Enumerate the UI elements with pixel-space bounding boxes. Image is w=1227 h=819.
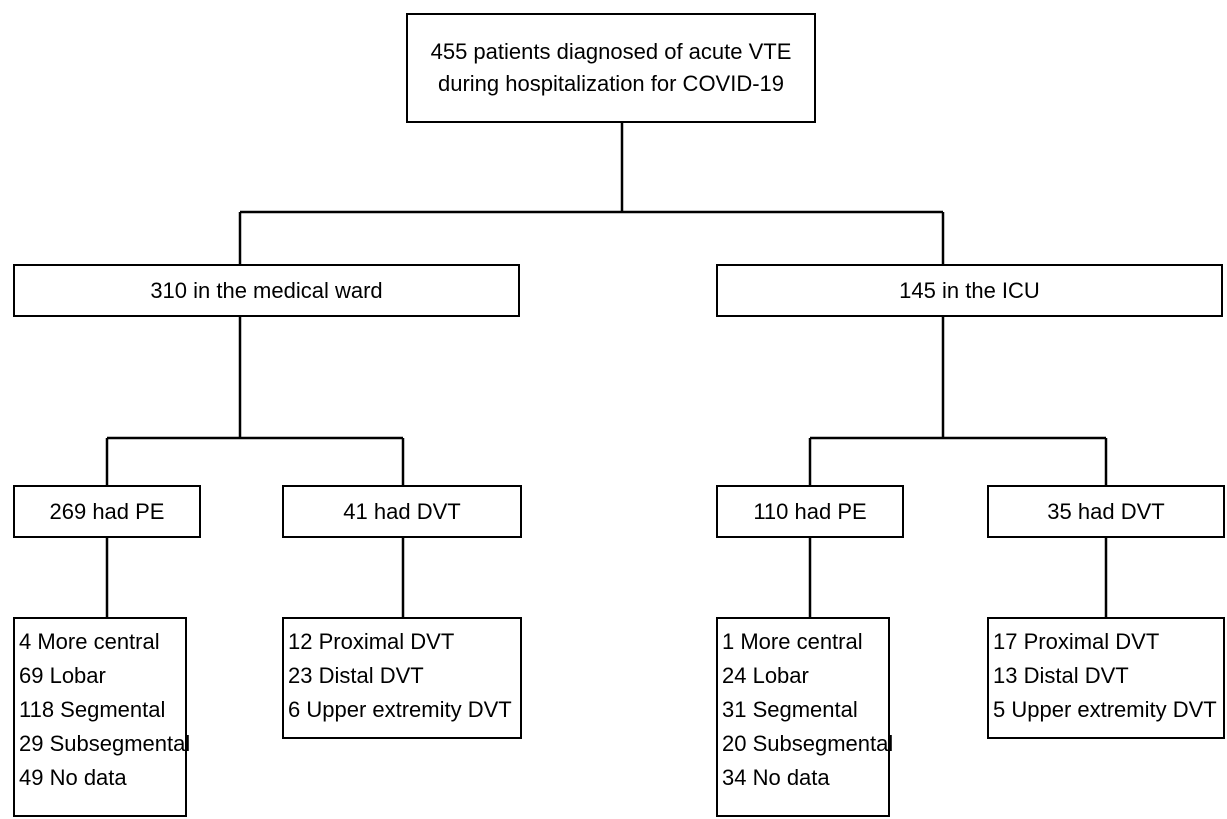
list-item: 20 Subsegmental [722, 731, 894, 756]
root-node-box: 455 patients diagnosed of acute VTE duri… [406, 13, 816, 123]
ward-pe-breakdown-box: 4 More central 69 Lobar 118 Segmental 29… [13, 617, 191, 817]
list-item: 49 No data [19, 765, 127, 790]
root-line-1: 455 patients diagnosed of acute VTE [430, 39, 792, 64]
ward-dvt-breakdown-box: 12 Proximal DVT 23 Distal DVT 6 Upper ex… [282, 617, 522, 739]
icu-node-box: 145 in the ICU [716, 264, 1223, 317]
icu-pe-label: 110 had PE [753, 498, 867, 524]
list-item: 5 Upper extremity DVT [993, 697, 1217, 722]
icu-pe-node-box: 110 had PE [716, 485, 904, 538]
list-item: 118 Segmental [19, 697, 166, 722]
list-item: 12 Proximal DVT [288, 629, 455, 654]
icu-pe-breakdown-box: 1 More central 24 Lobar 31 Segmental 20 … [716, 617, 894, 817]
list-item: 69 Lobar [19, 663, 106, 688]
ward-node-box: 310 in the medical ward [13, 264, 520, 317]
list-item: 31 Segmental [722, 697, 858, 722]
list-item: 29 Subsegmental [19, 731, 191, 756]
ward-pe-label: 269 had PE [49, 498, 165, 524]
list-item: 34 No data [722, 765, 830, 790]
icu-dvt-label: 35 had DVT [1047, 498, 1165, 524]
list-item: 24 Lobar [722, 663, 809, 688]
list-item: 17 Proximal DVT [993, 629, 1160, 654]
ward-dvt-label: 41 had DVT [343, 498, 461, 524]
icu-dvt-node-box: 35 had DVT [987, 485, 1225, 538]
ward-label: 310 in the medical ward [150, 277, 383, 303]
icu-label: 145 in the ICU [899, 277, 1040, 303]
ward-dvt-node-box: 41 had DVT [282, 485, 522, 538]
root-line-2: during hospitalization for COVID-19 [437, 71, 785, 96]
icu-dvt-breakdown-box: 17 Proximal DVT 13 Distal DVT 5 Upper ex… [987, 617, 1225, 739]
list-item: 13 Distal DVT [993, 663, 1129, 688]
list-item: 23 Distal DVT [288, 663, 424, 688]
ward-pe-node-box: 269 had PE [13, 485, 201, 538]
list-item: 6 Upper extremity DVT [288, 697, 512, 722]
list-item: 4 More central [19, 629, 160, 654]
list-item: 1 More central [722, 629, 863, 654]
